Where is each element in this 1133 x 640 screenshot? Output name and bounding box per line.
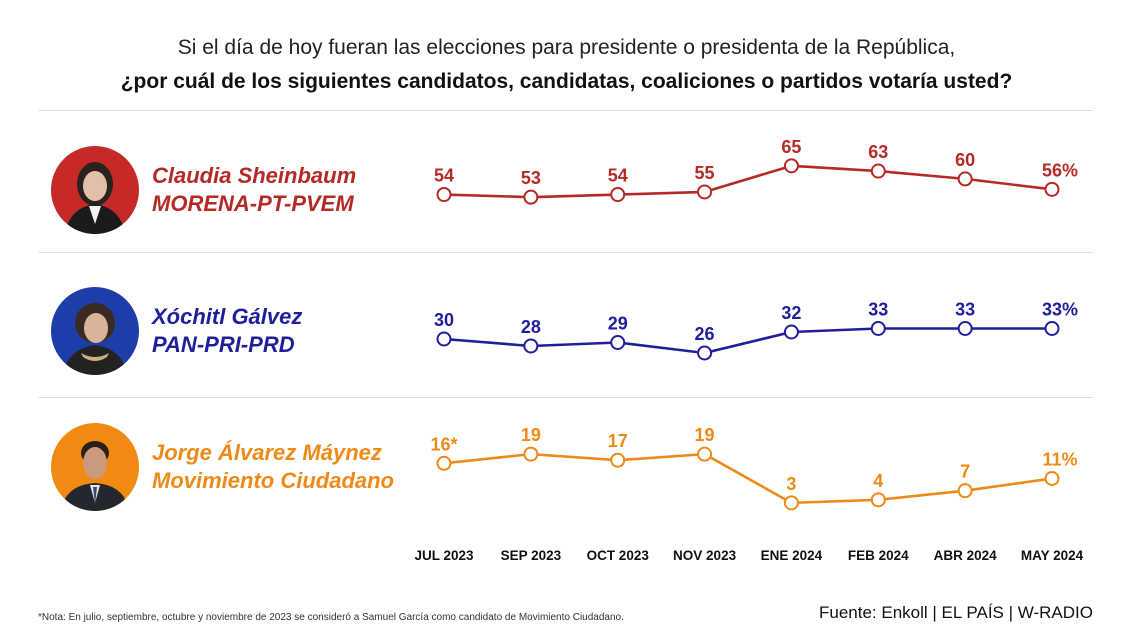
data-label: 3 bbox=[786, 474, 796, 494]
data-point bbox=[610, 452, 626, 468]
data-label: 53 bbox=[521, 168, 541, 188]
data-label: 26 bbox=[695, 324, 715, 344]
data-point bbox=[870, 492, 886, 508]
data-label: 32 bbox=[781, 303, 801, 323]
data-label: 4 bbox=[873, 471, 883, 491]
data-point bbox=[1044, 471, 1060, 486]
x-tick-label: JUL 2023 bbox=[414, 548, 474, 563]
series-line-3 bbox=[443, 452, 1053, 505]
data-point bbox=[523, 338, 539, 354]
question-line-2: ¿por cuál de los siguientes candidatos, … bbox=[120, 70, 1013, 93]
data-point bbox=[1044, 181, 1060, 197]
candidate-name-sheinbaum: Claudia Sheinbaum bbox=[152, 163, 357, 188]
data-point bbox=[436, 187, 452, 203]
data-label: 16* bbox=[430, 434, 457, 454]
data-label: 29 bbox=[608, 314, 628, 334]
x-tick-label: ENE 2024 bbox=[761, 548, 823, 563]
data-point bbox=[523, 189, 539, 205]
data-label: 33 bbox=[955, 300, 975, 320]
data-point bbox=[957, 321, 973, 336]
series-line-2 bbox=[443, 327, 1052, 355]
data-label: 54 bbox=[608, 166, 628, 186]
candidate-name-alvarez-maynez: Jorge Álvarez Máynez bbox=[152, 440, 382, 465]
data-point bbox=[870, 321, 886, 336]
data-label: 60 bbox=[955, 150, 975, 170]
divider-top bbox=[38, 110, 1093, 111]
data-label: 54 bbox=[434, 166, 454, 186]
data-label: 7 bbox=[960, 462, 970, 482]
data-label: 56% bbox=[1042, 160, 1078, 180]
x-tick-label: FEB 2024 bbox=[848, 548, 909, 563]
divider-2 bbox=[38, 397, 1093, 398]
data-point bbox=[870, 163, 886, 179]
data-point bbox=[1044, 321, 1060, 336]
data-point bbox=[436, 455, 452, 471]
series-line-1 bbox=[443, 164, 1053, 199]
data-point bbox=[523, 446, 539, 462]
data-point bbox=[783, 158, 799, 174]
avatar-sheinbaum bbox=[51, 146, 139, 234]
x-tick-label: NOV 2023 bbox=[673, 548, 737, 563]
avatar-galvez bbox=[51, 287, 139, 375]
data-point bbox=[697, 345, 713, 361]
data-label: 30 bbox=[434, 310, 454, 330]
candidate-party-galvez: PAN-PRI-PRD bbox=[152, 332, 295, 357]
data-point bbox=[697, 446, 713, 462]
data-point bbox=[783, 324, 799, 340]
candidate-party-sheinbaum: MORENA-PT-PVEM bbox=[152, 191, 354, 216]
data-label: 28 bbox=[521, 317, 541, 337]
candidate-party-alvarez-maynez: Movimiento Ciudadano bbox=[152, 468, 394, 493]
data-label: 19 bbox=[695, 425, 715, 445]
data-label: 19 bbox=[521, 425, 541, 445]
data-point bbox=[610, 335, 626, 350]
question-line-1: Si el día de hoy fueran las elecciones p… bbox=[177, 36, 956, 59]
avatar-alvarez-maynez bbox=[51, 423, 139, 511]
x-tick-label: SEP 2023 bbox=[501, 548, 562, 563]
data-label: 55 bbox=[695, 163, 715, 183]
data-point bbox=[436, 331, 452, 347]
data-label: 63 bbox=[868, 142, 888, 162]
data-point bbox=[957, 483, 973, 499]
x-tick-label: OCT 2023 bbox=[587, 548, 650, 563]
data-label: 33% bbox=[1042, 300, 1078, 320]
candidate-name-galvez: Xóchitl Gálvez bbox=[152, 304, 303, 329]
footnote: *Nota: En julio, septiembre, octubre y n… bbox=[38, 612, 624, 623]
data-label: 33 bbox=[868, 300, 888, 320]
data-label: 17 bbox=[608, 431, 628, 451]
source-credit: Fuente: Enkoll | EL PAÍS | W-RADIO bbox=[818, 603, 1093, 622]
data-label: 65 bbox=[781, 137, 801, 157]
data-point bbox=[783, 495, 799, 511]
x-tick-label: MAY 2024 bbox=[1021, 548, 1084, 563]
data-point bbox=[697, 184, 713, 200]
data-point bbox=[610, 187, 626, 203]
divider-1 bbox=[38, 252, 1093, 253]
data-point bbox=[957, 171, 973, 187]
data-label: 11% bbox=[1042, 450, 1077, 470]
x-tick-label: ABR 2024 bbox=[934, 548, 998, 563]
